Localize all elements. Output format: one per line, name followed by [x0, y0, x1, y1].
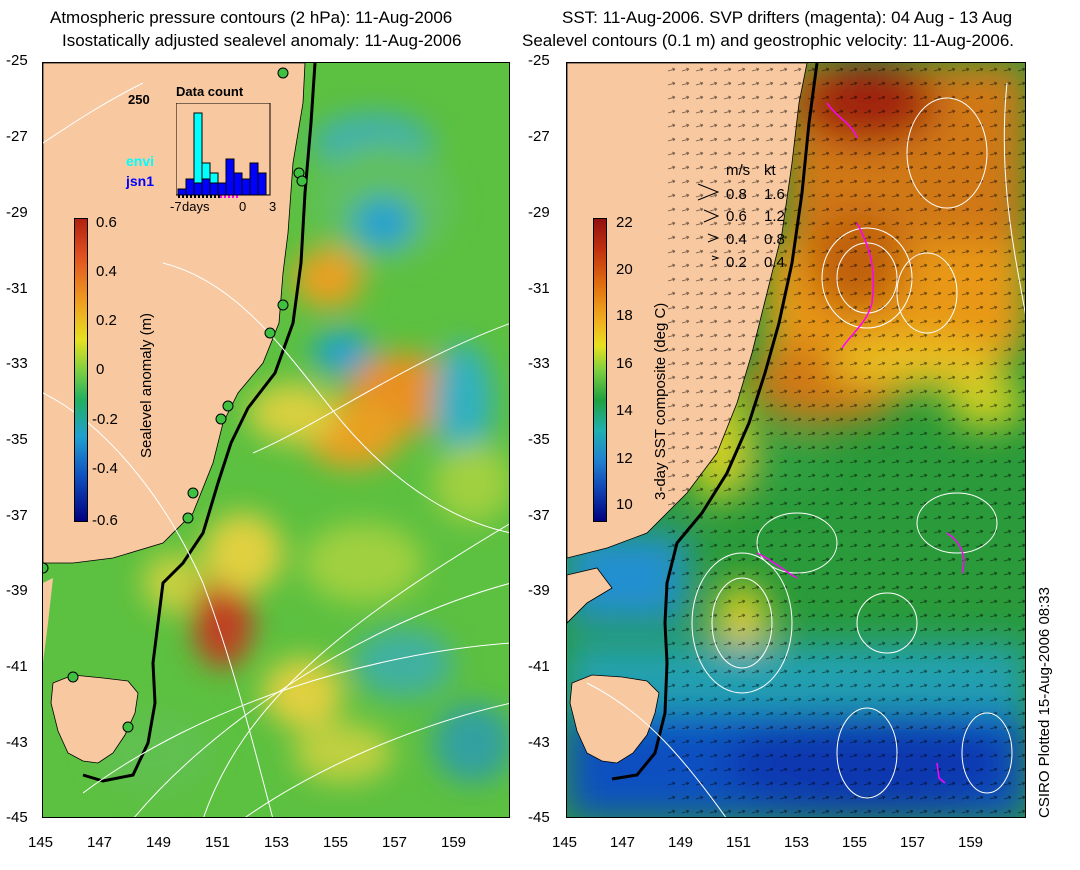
plotted-credit: CSIRO Plotted 15-Aug-2006 08:33: [1036, 587, 1053, 818]
sealevel-cb-label-3: 0: [96, 361, 105, 378]
inset-xlabel: days: [182, 199, 210, 214]
data-count-histogram: [176, 103, 271, 198]
lat-label-L-1: -27: [6, 128, 28, 145]
velocity-ms-2: 0.4: [726, 231, 747, 248]
sealevel-anomaly-field: [43, 63, 509, 817]
sst-cb-label-2: 18: [616, 307, 633, 324]
lat-label-L-7: -39: [6, 582, 28, 599]
lon-label-R-1: 147: [610, 834, 636, 851]
velocity-ms-0: 0.8: [726, 186, 747, 203]
sealevel-cb-label-5: -0.4: [92, 460, 118, 477]
sealevel-colorbar: [74, 218, 88, 522]
data-count-inset: Data count 250: [126, 81, 328, 214]
lon-label-R-5: 155: [842, 834, 868, 851]
lat-label-L-0: -25: [6, 52, 28, 69]
lat-label-L-10: -45: [6, 809, 28, 826]
shelf-isobath: [82, 63, 317, 783]
sealevel-cb-title: Sealevel anomaly (m): [138, 312, 155, 458]
sst-cb-title: 3-day SST composite (deg C): [652, 302, 669, 500]
inset-xtick-minus7: -7: [170, 199, 182, 214]
lat-label-L-9: -43: [6, 734, 28, 751]
lat-label-L-6: -37: [6, 507, 28, 524]
lat-label-L-3: -31: [6, 280, 28, 297]
lat-label-L-8: -41: [6, 658, 28, 675]
velocity-ms-3: 0.2: [726, 254, 747, 271]
lat-label-R-4: -33: [528, 355, 550, 372]
sst-colorbar: [593, 218, 607, 522]
lon-label-R-3: 151: [726, 834, 752, 851]
lat-label-R-3: -31: [528, 280, 550, 297]
velocity-kt-3: 0.4: [764, 254, 785, 271]
velocity-legend: m/s kt 0.8 1.6 0.6 1.2 0.4 0.8 0.2 0.4: [696, 162, 806, 274]
sealevel-cb-label-6: -0.6: [92, 512, 118, 529]
velocity-legend-header-ms: m/s: [726, 162, 751, 179]
velocity-ms-1: 0.6: [726, 208, 747, 225]
sealevel-cb-label-0: 0.6: [96, 214, 117, 231]
sst-cb-label-1: 20: [616, 261, 633, 278]
lat-label-R-7: -39: [528, 582, 550, 599]
sst-field: [567, 63, 1025, 817]
lon-label-L-7: 159: [441, 834, 467, 851]
inset-title: Data count: [176, 84, 244, 99]
sealevel-cb-label-2: 0.2: [96, 312, 117, 329]
left-title-line1: Atmospheric pressure contours (2 hPa): 1…: [50, 8, 453, 27]
velocity-legend-header-kt: kt: [764, 162, 776, 179]
right-title-line2: Sealevel contours (0.1 m) and geostrophi…: [522, 31, 1015, 50]
lon-label-R-0: 145: [552, 834, 578, 851]
lat-label-L-5: -35: [6, 431, 28, 448]
lon-label-R-6: 157: [900, 834, 926, 851]
inset-ymax: 250: [128, 92, 150, 107]
velocity-legend-arrows: [697, 183, 720, 261]
inset-xtick-3: 3: [269, 199, 277, 214]
right-title-line1: SST: 11-Aug-2006. SVP drifters (magenta)…: [562, 8, 1013, 27]
legend-envi: envi: [126, 153, 155, 169]
lat-label-R-9: -43: [528, 734, 550, 751]
tasmania: [50, 674, 139, 764]
lon-label-R-7: 159: [958, 834, 984, 851]
lat-label-L-2: -29: [6, 204, 28, 221]
left-title-line2: Isostatically adjusted sealevel anomaly:…: [62, 31, 462, 50]
lon-label-L-1: 147: [87, 834, 113, 851]
lon-label-L-0: 145: [28, 834, 54, 851]
sst-cb-label-3: 16: [616, 355, 633, 372]
lat-label-R-10: -45: [528, 809, 550, 826]
lat-label-R-6: -37: [528, 507, 550, 524]
lat-label-L-4: -33: [6, 355, 28, 372]
velocity-kt-0: 1.6: [764, 186, 785, 203]
velocity-kt-2: 0.8: [764, 231, 785, 248]
lon-label-L-6: 157: [382, 834, 408, 851]
sst-cb-label-0: 22: [616, 214, 633, 231]
lon-label-L-2: 149: [146, 834, 172, 851]
legend-jsn1: jsn1: [126, 173, 155, 189]
sst-cb-label-5: 12: [616, 450, 633, 467]
lon-label-L-5: 155: [323, 834, 349, 851]
lon-label-L-3: 151: [205, 834, 231, 851]
shelf-isobath: [611, 63, 819, 781]
lon-label-L-4: 153: [264, 834, 290, 851]
sealevel-cb-label-1: 0.4: [96, 263, 117, 280]
lat-label-R-0: -25: [528, 52, 550, 69]
sst-cb-label-4: 14: [616, 402, 633, 419]
sst-cb-label-6: 10: [616, 496, 633, 513]
sst-map: [566, 62, 1026, 818]
lon-label-R-2: 149: [668, 834, 694, 851]
lat-label-R-5: -35: [528, 431, 550, 448]
lat-label-R-2: -29: [528, 204, 550, 221]
lon-label-R-4: 153: [784, 834, 810, 851]
inset-xtick-0: 0: [239, 199, 247, 214]
sealevel-anomaly-map: Data count 250: [42, 62, 510, 818]
lat-label-R-8: -41: [528, 658, 550, 675]
sealevel-cb-label-4: -0.2: [92, 411, 118, 428]
velocity-kt-1: 1.2: [764, 208, 785, 225]
tasmania: [569, 674, 660, 764]
lat-label-R-1: -27: [528, 128, 550, 145]
